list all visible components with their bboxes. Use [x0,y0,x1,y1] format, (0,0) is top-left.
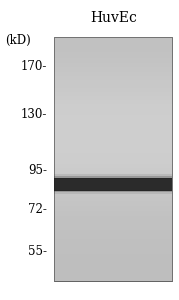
Bar [54,190,172,194]
Text: 72-: 72- [28,203,47,216]
Bar [54,178,172,191]
Text: HuvEc: HuvEc [90,11,137,25]
Bar [54,37,172,281]
Text: (kD): (kD) [5,34,31,47]
Text: 95-: 95- [28,164,47,177]
Text: 130-: 130- [21,108,47,121]
Text: 170-: 170- [21,60,47,73]
Bar [54,190,172,192]
Bar [54,37,172,281]
Bar [54,176,172,178]
Bar [54,174,172,178]
Text: 55-: 55- [28,244,47,258]
